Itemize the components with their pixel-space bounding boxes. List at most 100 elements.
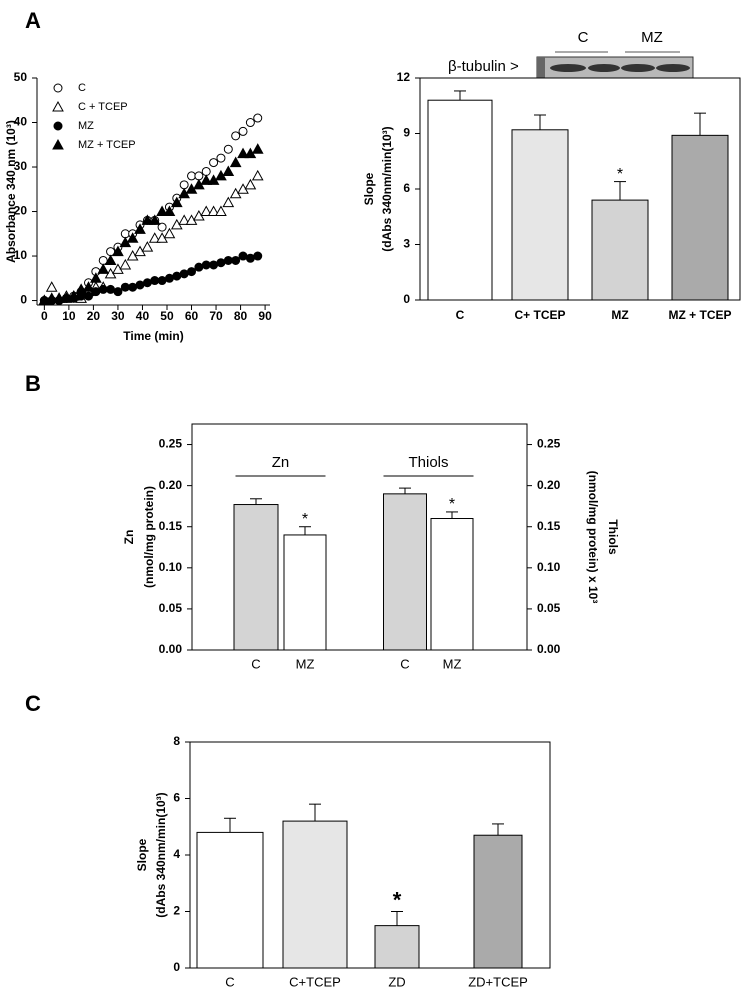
axis-label: Absorbance 340 nm (10³) xyxy=(4,120,18,263)
x-tick-label: C xyxy=(225,974,234,989)
point xyxy=(179,180,189,190)
y-tick-label: 50 xyxy=(14,70,28,84)
y-tick-label: 0.20 xyxy=(159,478,183,492)
lane-label: C xyxy=(578,29,589,46)
point xyxy=(187,267,197,277)
point xyxy=(244,178,257,190)
axis-label: Zn xyxy=(122,530,136,545)
point xyxy=(194,262,204,272)
point xyxy=(106,284,116,294)
point xyxy=(84,291,94,301)
point xyxy=(163,205,176,217)
point xyxy=(120,282,130,292)
y-tick-label: 0.00 xyxy=(159,642,183,656)
y-tick-label: 0.10 xyxy=(537,560,561,574)
point xyxy=(216,153,226,163)
x-tick-label: MZ + TCEP xyxy=(668,308,731,322)
y-tick-label: 3 xyxy=(403,237,410,251)
bar xyxy=(283,534,327,651)
point xyxy=(251,169,264,181)
x-tick-label: C xyxy=(400,656,409,671)
bar xyxy=(374,925,420,969)
x-tick-label: 90 xyxy=(258,309,272,323)
point xyxy=(45,281,58,292)
point xyxy=(141,241,154,252)
point xyxy=(104,254,117,265)
point xyxy=(200,174,213,185)
point xyxy=(113,287,123,297)
legend-label: C xyxy=(78,82,86,94)
point xyxy=(142,278,152,288)
axis-label: (nmol/mg protein) xyxy=(142,486,156,588)
bar xyxy=(233,504,279,651)
point xyxy=(194,171,204,181)
y-tick-label: 0.25 xyxy=(537,437,561,451)
axis-label: Slope xyxy=(135,838,149,871)
y-tick-label: 12 xyxy=(397,70,411,84)
point xyxy=(157,222,167,232)
point xyxy=(98,284,108,294)
y-tick-label: 0 xyxy=(173,960,180,974)
bar xyxy=(427,99,493,301)
point xyxy=(231,255,241,265)
point xyxy=(251,143,264,154)
x-tick-label: 60 xyxy=(185,309,199,323)
axis-label: (nmol/mg protein) x 10³ xyxy=(586,471,600,604)
point xyxy=(164,273,174,283)
x-tick-label: ZD xyxy=(388,974,405,989)
point xyxy=(231,131,241,141)
point xyxy=(126,232,139,243)
y-tick-label: 40 xyxy=(14,115,28,129)
point xyxy=(209,158,219,168)
point xyxy=(163,227,176,239)
y-tick-label: 0.25 xyxy=(159,437,183,451)
axis-label: (dAbs 340nm/min(10³) xyxy=(154,792,168,917)
annotation: * xyxy=(617,166,623,183)
point xyxy=(222,196,235,208)
blot-band xyxy=(550,64,586,72)
point xyxy=(237,147,249,159)
point xyxy=(112,245,124,257)
x-tick-label: MZ xyxy=(611,308,628,322)
point xyxy=(128,282,138,292)
point xyxy=(223,144,233,154)
x-tick-label: 80 xyxy=(234,309,248,323)
y-tick-label: 0.05 xyxy=(159,601,183,615)
axis-label: Thiols xyxy=(606,519,620,555)
annotation: * xyxy=(393,887,402,912)
y-tick-label: 0.10 xyxy=(159,560,183,574)
y-tick-label: 0.05 xyxy=(537,601,561,615)
axis-label: Slope xyxy=(362,172,376,205)
legend-label: C + TCEP xyxy=(78,101,128,113)
axis-label: (dAbs 340nm/min(10³) xyxy=(380,126,394,251)
point xyxy=(207,205,220,217)
point xyxy=(253,113,263,123)
point xyxy=(245,118,255,128)
x-tick-label: ZD+TCEP xyxy=(468,974,528,989)
bar xyxy=(430,518,474,651)
bar xyxy=(383,493,427,651)
plot-frame xyxy=(191,423,528,651)
y-tick-label: 30 xyxy=(14,159,28,173)
point xyxy=(148,214,161,225)
point xyxy=(229,156,242,168)
x-tick-label: MZ xyxy=(296,656,315,671)
point xyxy=(253,251,263,261)
blot-band xyxy=(656,64,690,72)
y-tick-label: 8 xyxy=(173,734,180,748)
legend-label: MZ + TCEP xyxy=(78,139,136,151)
point xyxy=(200,205,213,217)
x-tick-label: C xyxy=(456,308,465,322)
panel-label: A xyxy=(25,8,41,33)
y-tick-label: 0.15 xyxy=(537,519,561,533)
y-tick-label: 0.20 xyxy=(537,478,561,492)
bar xyxy=(511,129,569,301)
y-tick-label: 0 xyxy=(403,292,410,306)
point xyxy=(245,253,255,263)
point xyxy=(148,232,161,243)
point xyxy=(150,276,160,286)
point xyxy=(120,229,130,239)
point xyxy=(141,214,154,225)
y-tick-label: 6 xyxy=(403,181,410,195)
